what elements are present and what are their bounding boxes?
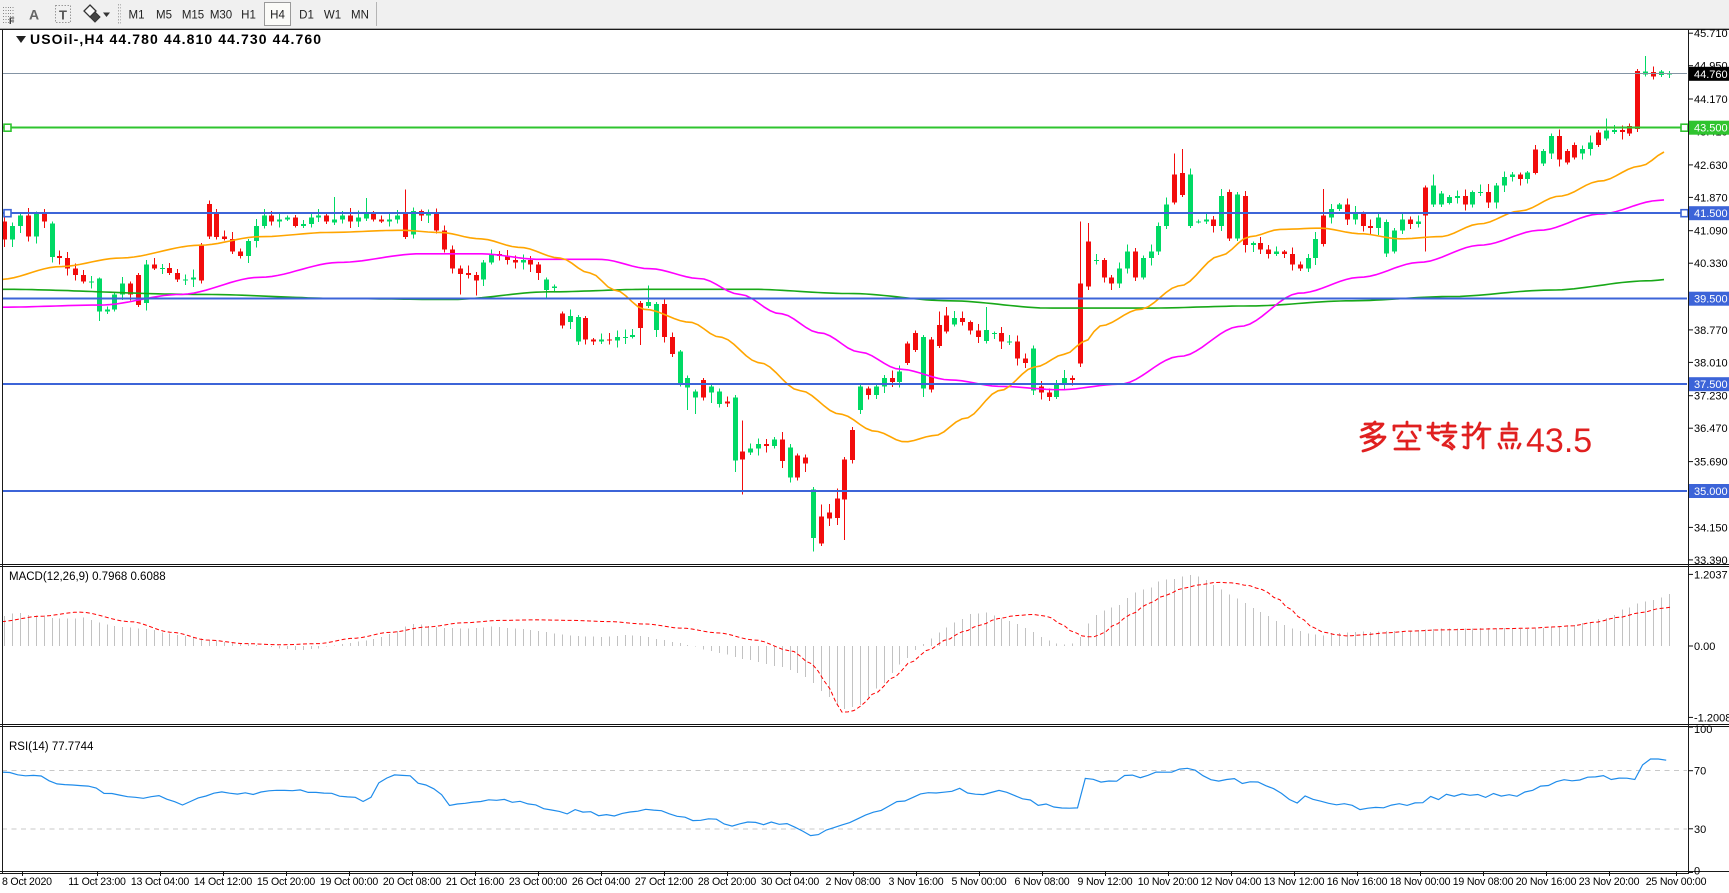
svg-text:38.010: 38.010 bbox=[1694, 357, 1728, 369]
svg-text:11 Oct 23:00: 11 Oct 23:00 bbox=[68, 876, 126, 888]
svg-text:100: 100 bbox=[1694, 724, 1712, 736]
svg-text:13 Nov 12:00: 13 Nov 12:00 bbox=[1264, 876, 1325, 888]
svg-text:6 Nov 08:00: 6 Nov 08:00 bbox=[1015, 876, 1070, 888]
svg-text:40.330: 40.330 bbox=[1694, 258, 1728, 270]
svg-text:13 Oct 04:00: 13 Oct 04:00 bbox=[131, 876, 190, 888]
svg-text:38.770: 38.770 bbox=[1694, 325, 1728, 337]
svg-text:MACD(12,26,9) 0.7968 0.6088: MACD(12,26,9) 0.7968 0.6088 bbox=[9, 571, 166, 583]
svg-text:33.390: 33.390 bbox=[1694, 555, 1728, 567]
svg-text:D1: D1 bbox=[299, 10, 314, 22]
svg-text:16 Nov 16:00: 16 Nov 16:00 bbox=[1327, 876, 1388, 888]
svg-text:M1: M1 bbox=[129, 10, 145, 22]
svg-text:37.230: 37.230 bbox=[1694, 391, 1728, 403]
svg-text:21 Oct 16:00: 21 Oct 16:00 bbox=[446, 876, 505, 888]
svg-text:45.710: 45.710 bbox=[1694, 28, 1728, 40]
svg-text:9 Nov 12:00: 9 Nov 12:00 bbox=[1078, 876, 1133, 888]
svg-text:41.870: 41.870 bbox=[1694, 192, 1728, 204]
svg-text:14 Oct 12:00: 14 Oct 12:00 bbox=[194, 876, 253, 888]
svg-text:18 Nov 00:00: 18 Nov 00:00 bbox=[1390, 876, 1451, 888]
svg-text:T: T bbox=[59, 8, 67, 23]
svg-text:10 Nov 20:00: 10 Nov 20:00 bbox=[1138, 876, 1199, 888]
svg-text:30: 30 bbox=[1694, 824, 1706, 836]
svg-text:0.00: 0.00 bbox=[1694, 641, 1715, 653]
svg-text:23 Nov 20:00: 23 Nov 20:00 bbox=[1579, 876, 1640, 888]
svg-text:H1: H1 bbox=[241, 10, 256, 22]
svg-text:F: F bbox=[9, 16, 15, 26]
svg-text:20 Oct 08:00: 20 Oct 08:00 bbox=[383, 876, 442, 888]
svg-text:41.500: 41.500 bbox=[1694, 208, 1728, 220]
svg-text:19 Nov 08:00: 19 Nov 08:00 bbox=[1453, 876, 1514, 888]
svg-text:37.500: 37.500 bbox=[1694, 379, 1728, 391]
svg-text:70: 70 bbox=[1694, 766, 1706, 778]
svg-text:H4: H4 bbox=[270, 10, 285, 22]
svg-text:27 Oct 12:00: 27 Oct 12:00 bbox=[635, 876, 694, 888]
svg-text:3 Nov 16:00: 3 Nov 16:00 bbox=[889, 876, 944, 888]
svg-text:RSI(14) 77.7744: RSI(14) 77.7744 bbox=[9, 741, 94, 753]
svg-text:34.150: 34.150 bbox=[1694, 522, 1728, 534]
svg-text:8 Oct 2020: 8 Oct 2020 bbox=[2, 876, 52, 888]
svg-text:M30: M30 bbox=[210, 10, 232, 22]
svg-text:MN: MN bbox=[351, 10, 369, 22]
svg-text:15 Oct 20:00: 15 Oct 20:00 bbox=[257, 876, 316, 888]
svg-text:USOil-,H4 44.780 44.810 44.73: USOil-,H4 44.780 44.810 44.730 44.760 bbox=[30, 31, 322, 47]
svg-text:35.000: 35.000 bbox=[1694, 486, 1728, 498]
svg-text:1.2037: 1.2037 bbox=[1694, 569, 1728, 581]
svg-text:44.760: 44.760 bbox=[1694, 69, 1728, 81]
svg-text:26 Oct 04:00: 26 Oct 04:00 bbox=[572, 876, 631, 888]
svg-text:W1: W1 bbox=[324, 10, 341, 22]
svg-text:42.630: 42.630 bbox=[1694, 160, 1728, 172]
svg-text:12 Nov 04:00: 12 Nov 04:00 bbox=[1201, 876, 1262, 888]
svg-text:43.500: 43.500 bbox=[1694, 123, 1728, 135]
svg-text:43.5: 43.5 bbox=[1526, 422, 1592, 460]
svg-text:41.090: 41.090 bbox=[1694, 226, 1728, 238]
svg-text:2 Nov 08:00: 2 Nov 08:00 bbox=[826, 876, 881, 888]
svg-text:30 Oct 04:00: 30 Oct 04:00 bbox=[761, 876, 820, 888]
svg-text:0: 0 bbox=[1694, 865, 1700, 877]
svg-text:35.690: 35.690 bbox=[1694, 457, 1728, 469]
svg-text:23 Oct 00:00: 23 Oct 00:00 bbox=[509, 876, 568, 888]
svg-text:M5: M5 bbox=[156, 10, 172, 22]
svg-text:19 Oct 00:00: 19 Oct 00:00 bbox=[320, 876, 379, 888]
svg-text:39.500: 39.500 bbox=[1694, 294, 1728, 306]
svg-text:-1.2008: -1.2008 bbox=[1694, 712, 1729, 724]
svg-text:A: A bbox=[29, 7, 39, 23]
svg-text:28 Oct 20:00: 28 Oct 20:00 bbox=[698, 876, 757, 888]
svg-text:20 Nov 16:00: 20 Nov 16:00 bbox=[1516, 876, 1577, 888]
svg-text:36.470: 36.470 bbox=[1694, 423, 1728, 435]
svg-text:25 Nov 00:00: 25 Nov 00:00 bbox=[1646, 876, 1707, 888]
svg-text:5 Nov 00:00: 5 Nov 00:00 bbox=[952, 876, 1007, 888]
svg-text:M15: M15 bbox=[182, 10, 204, 22]
svg-text:44.170: 44.170 bbox=[1694, 94, 1728, 106]
